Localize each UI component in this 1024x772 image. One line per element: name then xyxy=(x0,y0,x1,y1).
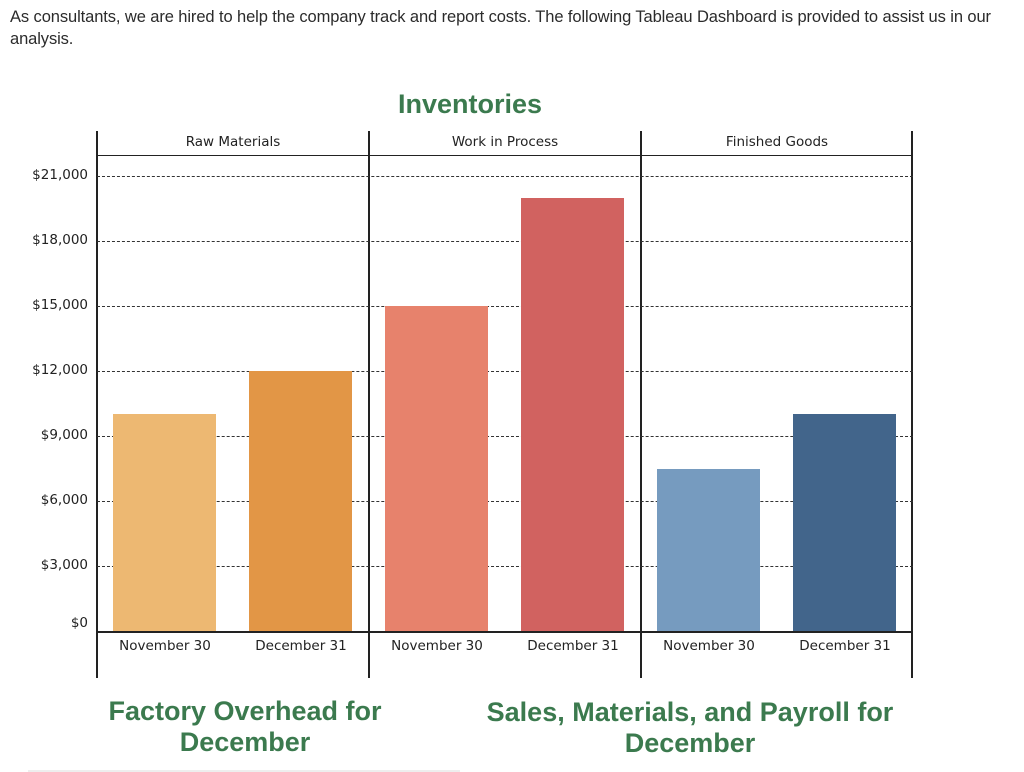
x-axis-category-label: November 30 xyxy=(119,638,211,654)
gridline xyxy=(97,306,913,307)
x-axis-category-label: November 30 xyxy=(663,638,755,654)
y-axis-tick-label: $12,000 xyxy=(32,362,88,378)
bar-work-in-process-november-30[interactable] xyxy=(385,306,488,631)
gridline xyxy=(97,566,913,567)
gridline xyxy=(97,241,913,242)
panel-header-raw-materials: Raw Materials xyxy=(185,134,281,150)
gridline xyxy=(97,501,913,502)
x-axis-category-label: December 31 xyxy=(255,638,347,654)
panel-divider xyxy=(96,131,98,678)
gridline xyxy=(97,176,913,177)
y-axis-tick-label: $21,000 xyxy=(32,167,88,183)
panel-header-work-in-process: Work in Process xyxy=(451,134,559,150)
y-axis-tick-label: $18,000 xyxy=(32,232,88,248)
bar-finished-goods-december-31[interactable] xyxy=(793,414,896,631)
section-divider xyxy=(28,770,460,772)
panel-header-finished-goods: Finished Goods xyxy=(725,134,829,150)
inventories-title: Inventories xyxy=(397,89,543,119)
y-axis-tick-label: $6,000 xyxy=(40,492,88,508)
bar-finished-goods-november-30[interactable] xyxy=(657,469,760,632)
panel-divider xyxy=(640,131,642,678)
y-axis-tick-label: $15,000 xyxy=(32,297,88,313)
sales-materials-payroll-title: Sales, Materials, and Payroll for Decemb… xyxy=(486,697,894,758)
panel-divider xyxy=(368,131,370,678)
x-axis-category-label: November 30 xyxy=(391,638,483,654)
panel-divider xyxy=(911,131,913,678)
header-divider xyxy=(97,155,913,156)
x-axis-category-label: December 31 xyxy=(799,638,891,654)
y-axis-tick-label: $3,000 xyxy=(40,557,88,573)
bar-raw-materials-november-30[interactable] xyxy=(113,414,216,631)
x-axis-category-label: December 31 xyxy=(527,638,619,654)
y-axis-tick-label: $0 xyxy=(70,615,88,631)
intro-paragraph: As consultants, we are hired to help the… xyxy=(10,8,991,48)
x-axis-baseline xyxy=(97,631,913,633)
gridline xyxy=(97,436,913,437)
y-axis-tick-label: $9,000 xyxy=(40,427,88,443)
gridline xyxy=(97,371,913,372)
bar-raw-materials-december-31[interactable] xyxy=(249,371,352,631)
bar-work-in-process-december-31[interactable] xyxy=(521,198,624,631)
factory-overhead-title: Factory Overhead for December xyxy=(108,696,382,757)
